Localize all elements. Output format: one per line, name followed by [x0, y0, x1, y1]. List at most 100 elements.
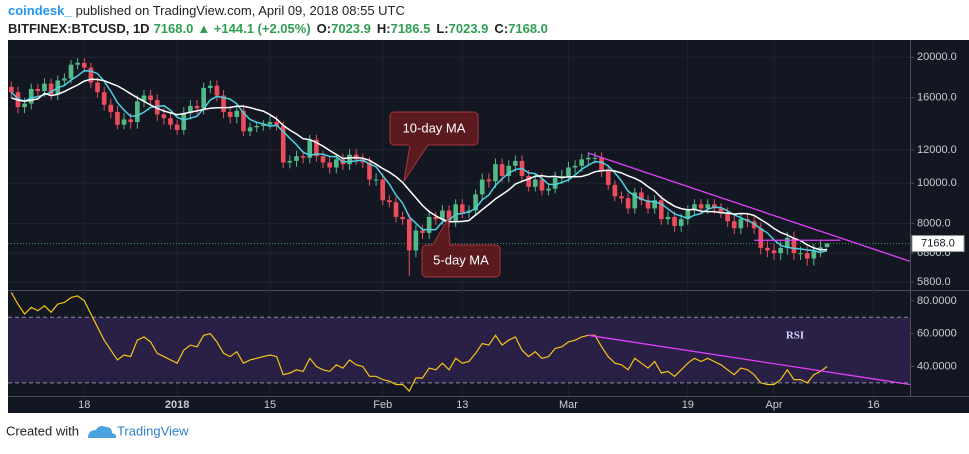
candle-body — [725, 212, 730, 222]
candle-body — [605, 170, 611, 185]
logo[interactable] — [88, 426, 117, 438]
x-tick-label: 19 — [682, 399, 694, 411]
candle-body — [35, 88, 41, 92]
candle-body — [658, 200, 664, 220]
candle-body — [154, 100, 160, 115]
candle-body — [645, 200, 651, 209]
candle-body — [453, 204, 459, 222]
candle-body — [42, 83, 47, 92]
candle-body — [632, 192, 638, 209]
candle-body — [566, 167, 571, 177]
candle-body — [314, 139, 319, 157]
candle-body — [539, 179, 545, 191]
candle-body — [599, 157, 604, 171]
x-tick-label: Feb — [373, 399, 392, 411]
candle-body — [592, 157, 598, 159]
y-tick-label: 40.0000 — [917, 360, 957, 372]
candle-body — [22, 103, 27, 108]
price-tag-label: 7168.0 — [921, 237, 955, 249]
candle-body — [765, 247, 770, 251]
rsi-band — [8, 317, 910, 383]
candle-body — [81, 62, 87, 68]
candle-body — [532, 179, 538, 187]
ma-line — [11, 78, 828, 251]
candle-body — [486, 179, 492, 182]
trendline — [588, 152, 910, 262]
candle-body — [672, 216, 677, 226]
x-tick-label: Apr — [765, 399, 782, 411]
candle-body — [804, 253, 810, 259]
candle-body — [612, 184, 618, 197]
candle-body — [161, 114, 167, 119]
candle-body — [791, 237, 797, 254]
candle-body — [685, 210, 691, 220]
candle-body — [347, 154, 352, 165]
candle-body — [426, 216, 432, 233]
candle-body — [619, 196, 624, 199]
candle-body — [751, 221, 757, 229]
candle-body — [798, 253, 803, 255]
candle-body — [572, 165, 578, 168]
candle-body — [62, 78, 67, 81]
candle-body — [367, 162, 372, 180]
candle-body — [413, 230, 419, 251]
candle-body — [473, 194, 478, 211]
y-tick-label: 16000.0 — [917, 92, 957, 104]
candle-body — [241, 110, 246, 132]
candle-body — [141, 95, 147, 102]
candle-body — [181, 113, 187, 130]
ohlc-key: C: — [494, 21, 508, 36]
candle-body — [652, 200, 657, 209]
candle-body — [48, 83, 54, 95]
candle-body — [174, 124, 180, 130]
candle-body — [214, 85, 220, 96]
candle-body — [294, 156, 299, 161]
candle-body — [8, 86, 14, 93]
candle-body — [459, 204, 465, 213]
rsi-label: RSI — [786, 330, 804, 342]
candle-body — [513, 160, 518, 166]
candle-body — [400, 216, 405, 220]
candle-body — [115, 111, 120, 125]
y-tick-label: 8000.0 — [917, 218, 951, 230]
trendline — [588, 334, 910, 386]
candle-body — [479, 179, 485, 195]
y-tick-label: 60.0000 — [917, 328, 957, 340]
y-tick-label: 10000.0 — [917, 177, 957, 189]
candle-body — [101, 92, 107, 105]
candle-body — [128, 119, 134, 123]
candle-body — [194, 105, 200, 109]
footer-brand[interactable]: TradingView — [117, 423, 189, 438]
candle-body — [771, 250, 777, 254]
candle-body — [188, 105, 193, 114]
candle-body — [446, 210, 452, 222]
candle-body — [108, 104, 114, 112]
ohlc-value: 7186.5 — [391, 21, 431, 36]
published: published on TradingView.com, April 09, … — [76, 3, 405, 18]
candle-body — [705, 204, 711, 209]
candle-body — [818, 247, 823, 251]
candle-body — [824, 243, 830, 248]
candle-body — [731, 221, 737, 229]
candle-body — [267, 122, 273, 125]
candle-body — [758, 228, 764, 248]
candle-body — [718, 208, 724, 213]
author[interactable]: coindesk_ — [8, 3, 72, 18]
candle-body — [380, 179, 386, 201]
candle-body — [665, 216, 671, 220]
candle-body — [579, 159, 585, 166]
ohlc-key: O: — [317, 21, 331, 36]
symbol: BITFINEX:BTCUSD, 1D — [8, 21, 150, 36]
candle-body — [692, 204, 697, 211]
candle-body — [274, 122, 279, 126]
x-tick-label: 18 — [78, 399, 90, 411]
candle-body — [678, 219, 684, 226]
x-tick-label: 15 — [264, 399, 276, 411]
candle-body — [247, 127, 253, 132]
candle-body — [546, 188, 551, 191]
candle-body — [234, 110, 240, 117]
candle-body — [287, 160, 293, 163]
candle-body — [440, 210, 445, 220]
candle-body — [387, 200, 392, 203]
